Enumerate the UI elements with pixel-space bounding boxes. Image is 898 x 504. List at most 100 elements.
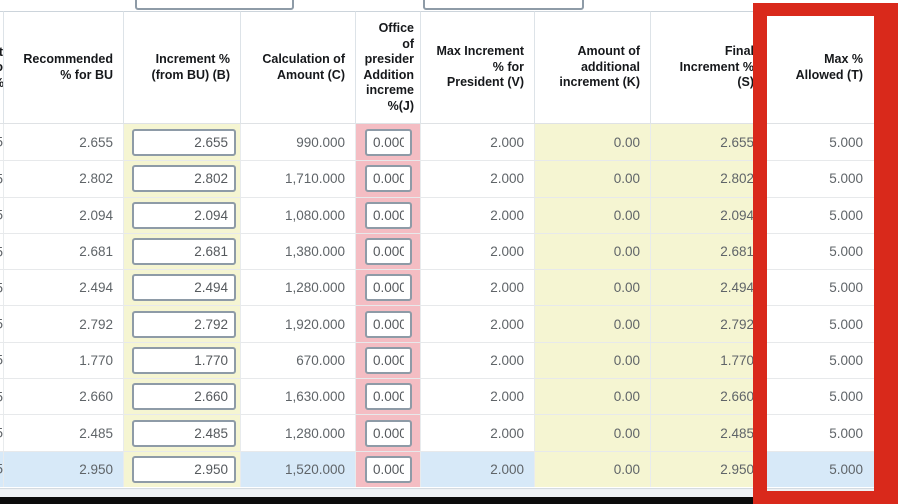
cell-max_president: 2.000	[421, 341, 535, 379]
cell-max_president: 2.000	[421, 232, 535, 270]
increment-input[interactable]	[132, 419, 236, 447]
office-input[interactable]	[365, 128, 412, 156]
cell-max_president: 2.000	[421, 378, 535, 415]
office-input[interactable]	[365, 419, 412, 447]
increment-input[interactable]	[132, 274, 236, 302]
cell-amount_additional: 0.00	[535, 124, 651, 161]
cell-office	[356, 450, 421, 487]
increment-input[interactable]	[132, 165, 236, 193]
cell-cut: 5	[0, 341, 4, 379]
cell-max_president: 2.000	[421, 305, 535, 342]
office-input[interactable]	[365, 201, 412, 229]
clipped-value-fragment: 5	[0, 280, 3, 295]
increment-input[interactable]	[132, 128, 236, 156]
column-header-recommended: Recommended % for BU	[4, 11, 124, 124]
office-input[interactable]	[365, 165, 412, 193]
cell-final_increment: 2.485	[651, 414, 765, 451]
cell-recommended: 2.660	[4, 378, 124, 415]
cell-increment	[124, 124, 241, 161]
cell-calculation: 1,280.000	[241, 414, 356, 451]
cell-max_allowed: 5.000	[765, 341, 898, 379]
office-input[interactable]	[365, 383, 412, 411]
cell-office	[356, 378, 421, 415]
cell-calculation: 1,380.000	[241, 232, 356, 270]
clipped-value-fragment: 5	[0, 171, 3, 186]
column-header-max_allowed: Max % Allowed (T)	[765, 11, 898, 124]
cell-cut: 5	[0, 269, 4, 306]
cell-cut: 5	[0, 196, 4, 233]
cell-max_president: 2.000	[421, 124, 535, 161]
cell-max_president: 2.000	[421, 450, 535, 487]
cell-cut: 5	[0, 378, 4, 415]
cell-cut: 5	[0, 124, 4, 161]
increment-input[interactable]	[132, 455, 236, 483]
increment-input[interactable]	[132, 201, 236, 229]
cell-amount_additional: 0.00	[535, 160, 651, 197]
cell-calculation: 1,710.000	[241, 160, 356, 197]
office-input[interactable]	[365, 455, 412, 483]
cell-cut: 5	[0, 232, 4, 270]
cell-max_allowed: 5.000	[765, 232, 898, 270]
filter-input-right[interactable]	[423, 0, 584, 10]
column-header-office: Office of presider Addition increme %(J)	[356, 11, 421, 124]
cell-max_allowed: 5.000	[765, 414, 898, 451]
office-input[interactable]	[365, 346, 412, 374]
cell-final_increment: 2.660	[651, 378, 765, 415]
cell-max_president: 2.000	[421, 269, 535, 306]
cell-calculation: 1,080.000	[241, 196, 356, 233]
cell-increment	[124, 341, 241, 379]
filter-input-left[interactable]	[135, 0, 294, 10]
increment-input[interactable]	[132, 310, 236, 338]
cell-office	[356, 160, 421, 197]
column-header-increment: Increment % (from BU) (B)	[124, 11, 241, 124]
cell-max_allowed: 5.000	[765, 160, 898, 197]
cell-office	[356, 124, 421, 161]
cell-recommended: 1.770	[4, 341, 124, 379]
cell-max_allowed: 5.000	[765, 196, 898, 233]
clipped-value-fragment: 5	[0, 389, 3, 404]
cell-amount_additional: 0.00	[535, 196, 651, 233]
cell-increment	[124, 160, 241, 197]
increment-input[interactable]	[132, 346, 236, 374]
cell-calculation: 1,630.000	[241, 378, 356, 415]
cell-calculation: 1,920.000	[241, 305, 356, 342]
cell-amount_additional: 0.00	[535, 378, 651, 415]
cell-max_allowed: 5.000	[765, 124, 898, 161]
cell-amount_additional: 0.00	[535, 305, 651, 342]
office-input[interactable]	[365, 238, 412, 266]
increment-input[interactable]	[132, 383, 236, 411]
clipped-value-fragment: 5	[0, 462, 3, 477]
cell-final_increment: 2.094	[651, 196, 765, 233]
office-input[interactable]	[365, 274, 412, 302]
cell-recommended: 2.792	[4, 305, 124, 342]
cell-cut: 5	[0, 305, 4, 342]
table-body: 52.655990.0002.0000.002.6555.00052.8021,…	[0, 124, 898, 487]
cell-final_increment: 2.655	[651, 124, 765, 161]
bottom-scroll-strip[interactable]	[0, 488, 898, 497]
cell-amount_additional: 0.00	[535, 414, 651, 451]
increment-input[interactable]	[132, 238, 236, 266]
cell-final_increment: 2.681	[651, 232, 765, 270]
cell-final_increment: 2.950	[651, 450, 765, 487]
office-input[interactable]	[365, 310, 412, 338]
cell-final_increment: 2.802	[651, 160, 765, 197]
cell-office	[356, 196, 421, 233]
cell-max_allowed: 5.000	[765, 269, 898, 306]
cell-final_increment: 2.494	[651, 269, 765, 306]
cell-increment	[124, 414, 241, 451]
cell-amount_additional: 0.00	[535, 269, 651, 306]
cell-recommended: 2.655	[4, 124, 124, 161]
clipped-header-fragment: t o %	[0, 44, 3, 91]
